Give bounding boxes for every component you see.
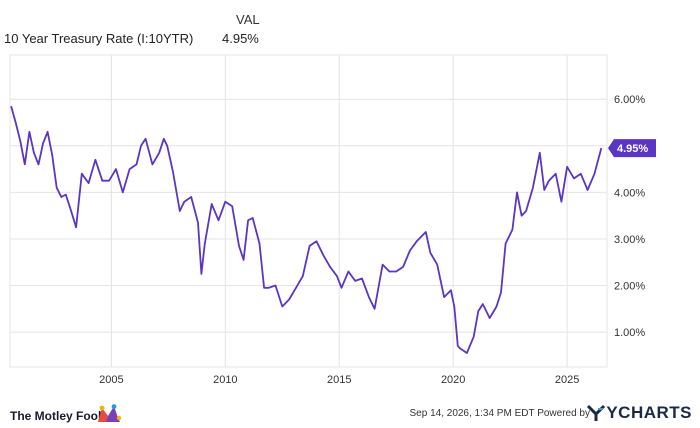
- footer-timestamp: Sep 14, 2026, 1:34 PM EDT Powered by: [410, 408, 591, 419]
- ycharts-logo[interactable]: YCHARTS: [586, 402, 692, 424]
- ycharts-y-icon: [587, 404, 606, 421]
- ycharts-wordmark: YCHARTS: [606, 403, 692, 422]
- y-tick-label: 2.00%: [614, 281, 645, 293]
- y-tick-label: 6.00%: [614, 94, 645, 106]
- chart-footer: The Motley Fool Sep 14, 2026, 1:34 PM ED…: [0, 400, 700, 428]
- powered-by-text: Powered by: [537, 408, 590, 419]
- x-tick-label: 2020: [441, 374, 465, 386]
- legend-series-value: 4.95%: [222, 31, 259, 46]
- legend-value-header: VAL: [236, 12, 260, 27]
- motley-fool-wordmark: The Motley Fool: [10, 409, 102, 423]
- chart-legend: VAL 10 Year Treasury Rate (I:10YTR) 4.95…: [0, 0, 300, 52]
- plot-area: [9, 54, 608, 368]
- x-tick-label: 2005: [99, 374, 123, 386]
- x-tick-label: 2010: [213, 374, 237, 386]
- x-tick-label: 2025: [555, 374, 579, 386]
- jester-hat-icon: [98, 404, 122, 422]
- last-value-badge-bg: [608, 139, 656, 158]
- series-line[interactable]: [10, 105, 603, 354]
- last-value-badge: 4.95%: [608, 139, 656, 158]
- legend-series-name[interactable]: 10 Year Treasury Rate (I:10YTR): [4, 31, 194, 46]
- timestamp-text: Sep 14, 2026, 1:34 PM EDT: [409, 408, 535, 419]
- y-tick-label: 1.00%: [614, 327, 645, 339]
- x-tick-label: 2015: [327, 374, 351, 386]
- y-tick-label: 3.00%: [614, 234, 645, 246]
- y-tick-label: 4.00%: [614, 187, 645, 199]
- last-value-label: 4.95%: [617, 143, 648, 155]
